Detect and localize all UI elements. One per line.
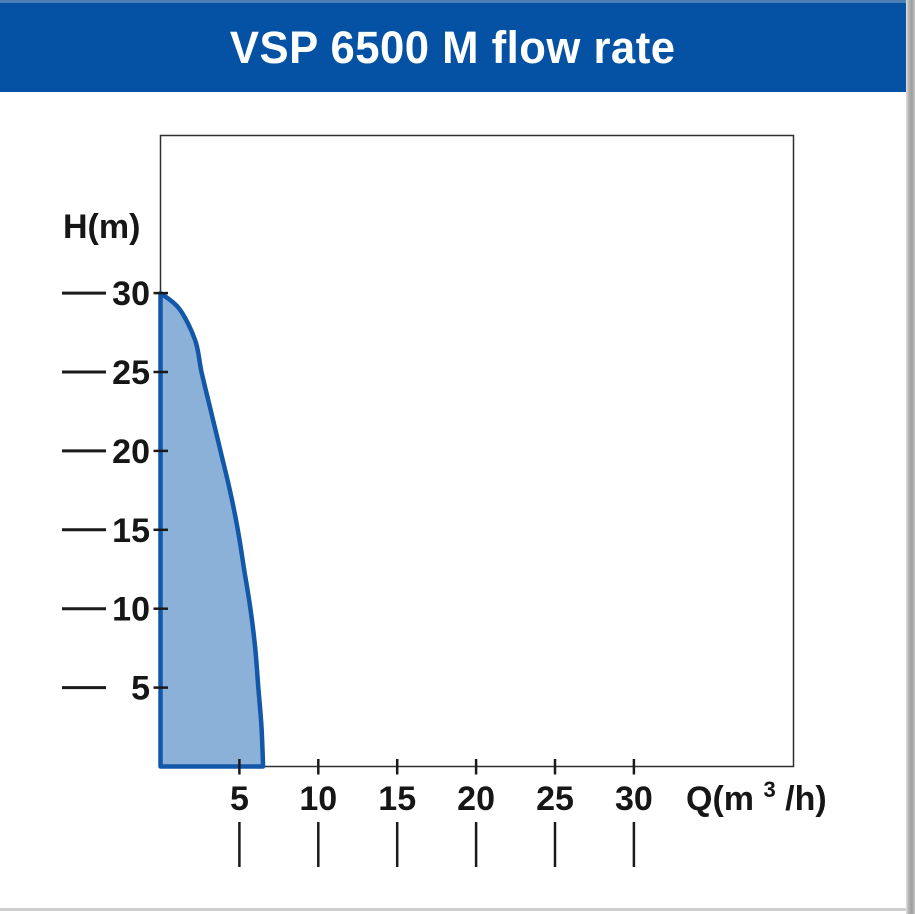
y-tick-label: 30 <box>112 275 150 313</box>
y-tick-label: 5 <box>131 670 150 708</box>
y-tick-label: 15 <box>112 512 150 550</box>
x-ticks-group: 5 10 15 20 25 30 <box>230 759 653 867</box>
y-tick-label: 10 <box>112 591 150 629</box>
x-tick-label: 20 <box>457 780 495 818</box>
y-ticks-group: 30 25 20 15 10 5 <box>62 275 168 708</box>
page-right-border <box>906 0 915 914</box>
page-bottom-border <box>0 908 906 911</box>
x-axis-label-post: /h) <box>785 780 827 818</box>
x-axis-label-sup: 3 <box>763 777 775 802</box>
x-tick-label: 5 <box>230 780 249 818</box>
title-banner: VSP 6500 M flow rate <box>0 0 906 92</box>
x-axis-label-pre: Q(m <box>686 780 754 818</box>
y-tick-label: 20 <box>112 433 150 471</box>
x-tick-label: 10 <box>299 780 337 818</box>
page-title: VSP 6500 M flow rate <box>230 21 676 73</box>
y-axis-label: H(m) <box>63 208 140 246</box>
x-tick-label: 30 <box>615 780 653 818</box>
x-tick-label: 25 <box>536 780 574 818</box>
x-tick-label: 15 <box>378 780 416 818</box>
y-tick-label: 25 <box>112 354 150 392</box>
pump-curve <box>158 290 266 769</box>
x-axis-label: Q(m 3 /h) <box>686 767 827 818</box>
